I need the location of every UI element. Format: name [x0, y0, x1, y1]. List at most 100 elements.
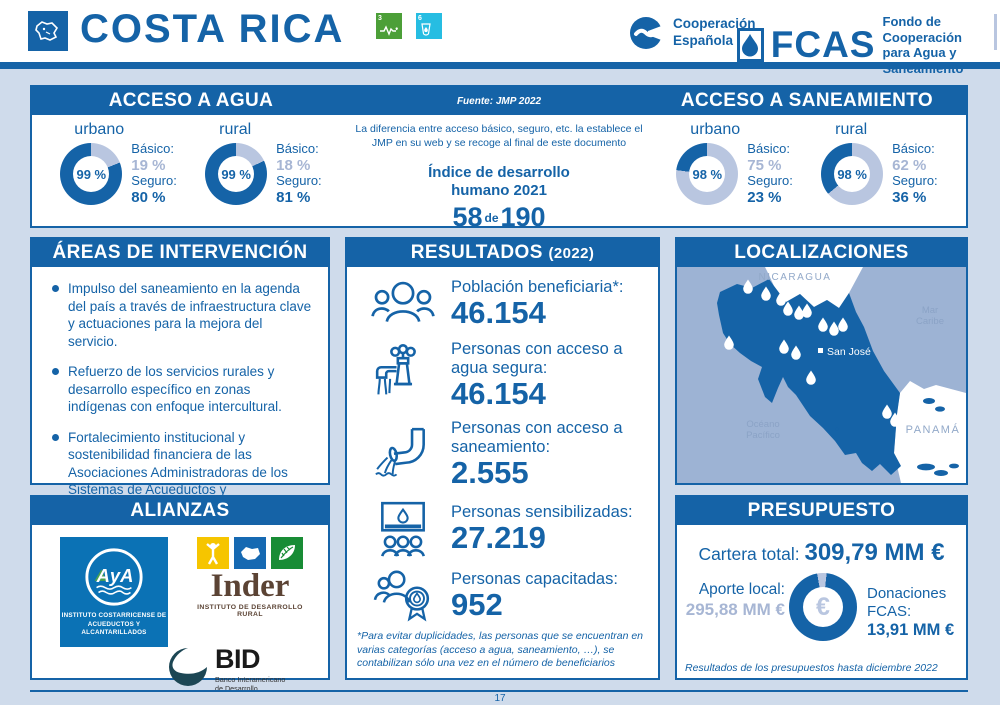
local-contribution: Aporte local: 295,88 MM €	[679, 581, 785, 620]
alliances-title: ALIANZAS	[32, 497, 328, 525]
inder-leaf-icon	[271, 537, 303, 569]
hdi-de: de	[484, 211, 499, 226]
donut-legend: Básico: 19 % Seguro: 80 %	[131, 141, 177, 207]
result-label: Población beneficiaria*:	[451, 278, 624, 297]
intervention-list: Impulso del saneamiento en la agenda del…	[32, 267, 328, 517]
mar-label: Mar	[922, 305, 938, 316]
heartbeat-icon	[380, 25, 398, 36]
agua-urbano-group: urbano 99 % Básico: 19 % Seguro: 80 %	[60, 121, 177, 234]
donaciones-label2: FCAS:	[867, 603, 912, 620]
inder-caption: INSTITUTO DE DESARROLLO RURAL	[197, 603, 303, 618]
header: COSTA RICA 3 6 Cooperación Española	[0, 0, 1000, 76]
acceso-agua-title: ACCESO A AGUA	[108, 90, 274, 111]
donut-center-value: 98 %	[689, 156, 726, 193]
basico-label: Básico:	[131, 141, 174, 156]
donaciones-label1: Donaciones	[867, 585, 947, 602]
group-label: urbano	[74, 121, 125, 138]
saneamiento-rural-donut-chart: 98 %	[821, 143, 884, 206]
coop-line1: Cooperación	[673, 16, 756, 32]
budget-footnote: Resultados de los presupuestos hasta dic…	[685, 662, 938, 674]
inder-wordmark: Inder	[210, 568, 290, 604]
intervention-item: Impulso del saneamiento en la agenda del…	[48, 280, 312, 350]
result-value: 46.154	[451, 295, 546, 331]
costa-rica-map-icon	[28, 11, 68, 51]
water-glass-icon	[421, 23, 431, 36]
results-footnote: *Para evitar duplicidades, las personas …	[357, 630, 644, 670]
result-value: 2.555	[451, 455, 529, 491]
alliances-panel: ALIANZAS AyA INSTITUTO COSTARRICENSE DE …	[30, 495, 330, 693]
header-divider	[0, 62, 1000, 69]
hdi-rank: 58 de190	[350, 201, 648, 233]
agua-donuts: urbano 99 % Básico: 19 % Seguro: 80 %	[32, 115, 350, 234]
budget-title: PRESUPUESTO	[677, 497, 966, 525]
cartera-label: Cartera total:	[698, 544, 800, 564]
panama-shape	[894, 381, 966, 483]
results-title-text: RESULTADOS	[410, 242, 543, 263]
header-rule	[994, 14, 997, 50]
result-value: 27.219	[451, 520, 546, 556]
seguro-value: 36 %	[892, 189, 927, 207]
access-panel: ACCESO A AGUA Fuente: JMP 2022 ACCESO A …	[30, 85, 968, 232]
donut-legend: Básico: 18 % Seguro: 81 %	[276, 141, 322, 207]
sdg6-icon: 6	[416, 13, 442, 39]
nicaragua-shape	[765, 267, 863, 308]
result-row: Personas capacitadas: 952	[355, 568, 650, 624]
seguro-value: 81 %	[276, 189, 311, 207]
saneamiento-urbano-group: urbano 98 % Básico: 75 % Seguro: 23 %	[676, 121, 793, 234]
inder-squares	[190, 537, 310, 569]
result-label: Personas con acceso a agua segura:	[451, 340, 623, 377]
fcas-donations: Donaciones FCAS: 13,91 MM €	[867, 585, 967, 641]
basico-value: 75 %	[747, 156, 782, 174]
saneamiento-donuts: urbano 98 % Básico: 75 % Seguro: 23 %	[648, 115, 966, 234]
sdg3-icon: 3	[376, 13, 402, 39]
panama-label: PANAMÁ	[906, 423, 961, 436]
result-label: Personas sensibilizadas:	[451, 503, 633, 522]
oceano-label: Océano	[746, 419, 779, 430]
sanitation-pipe-icon	[355, 424, 451, 486]
seguro-label: Seguro:	[276, 173, 322, 189]
locations-panel: LOCALIZACIONES NICARAGUA Mar Caribe O	[675, 237, 968, 485]
awareness-presentation-icon	[355, 499, 451, 559]
result-row: Personas con acceso a agua segura: 46.15…	[355, 340, 650, 410]
aya-emblem-icon: AyA	[85, 548, 143, 606]
budget-donut-chart: €	[789, 573, 857, 641]
hdi-line1: Índice de desarrollo	[428, 164, 570, 182]
costa-rica-map: NICARAGUA Mar Caribe Océano Pacífico PAN…	[677, 267, 966, 483]
basico-value: 62 %	[892, 156, 927, 174]
pacifico-label: Pacífico	[746, 430, 780, 441]
bid-logo: BID Banco Interamericano de Desarrollo	[167, 646, 285, 694]
fcas-acronym: FCAS	[770, 24, 876, 66]
aporte-value: 295,88 MM €	[685, 599, 785, 619]
people-group-icon	[355, 277, 451, 331]
page-number: 17	[494, 693, 506, 704]
capital-marker	[818, 348, 823, 353]
fcas-line2: para Agua y Saneamiento	[882, 45, 964, 76]
result-row: Personas sensibilizadas: 27.219	[355, 499, 650, 559]
water-tap-icon	[355, 344, 451, 406]
footer-rule	[30, 690, 968, 692]
results-title: RESULTADOS (2022)	[347, 239, 658, 267]
aya-caption-line2: ACUEDUCTOS Y ALCANTARILLADOS	[81, 620, 147, 637]
sdg6-number: 6	[418, 15, 422, 22]
result-value: 46.154	[451, 375, 546, 411]
access-title-band: ACCESO A AGUA Fuente: JMP 2022 ACCESO A …	[32, 87, 966, 115]
basico-value: 19 %	[131, 156, 166, 174]
saneamiento-urbano-donut-chart: 98 %	[676, 143, 739, 206]
page-title: COSTA RICA	[80, 7, 345, 51]
coop-line2: Española	[673, 33, 734, 48]
results-year: (2022)	[548, 244, 595, 262]
jmp-note: La diferencia entre acceso básico, segur…	[355, 123, 643, 150]
seguro-value: 80 %	[131, 189, 166, 207]
group-label: rural	[219, 121, 252, 138]
aya-caption: INSTITUTO COSTARRICENSE DE ACUEDUCTOS Y …	[60, 612, 168, 638]
caribe-label: Caribe	[916, 316, 944, 327]
donut-center-value: 99 %	[218, 156, 255, 193]
intervention-item: Refuerzo de los servicios rurales y desa…	[48, 363, 312, 416]
donut-center-value: 99 %	[73, 156, 110, 193]
donut-legend: Básico: 62 % Seguro: 36 %	[892, 141, 938, 207]
hdi-rank-value: 58	[452, 202, 483, 233]
cartera-value: 309,79 MM €	[804, 539, 945, 566]
euro-symbol: €	[816, 592, 830, 621]
aporte-label: Aporte local:	[698, 581, 785, 598]
